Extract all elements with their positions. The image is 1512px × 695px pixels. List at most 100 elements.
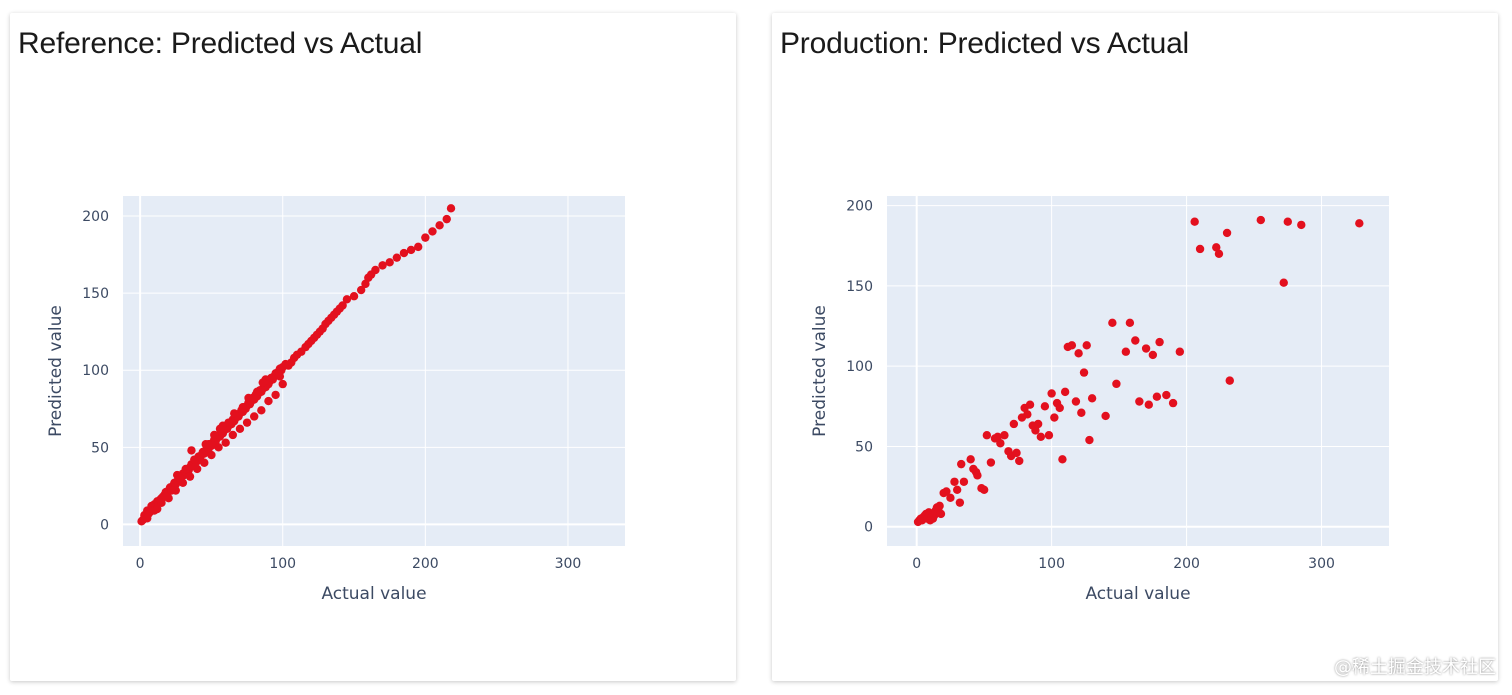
ref-data-point[interactable] xyxy=(250,412,259,421)
ref-data-point[interactable] xyxy=(181,464,190,474)
prod-data-point[interactable] xyxy=(1079,368,1089,377)
ref-data-point[interactable] xyxy=(264,396,273,406)
ref-data-point[interactable] xyxy=(187,446,196,455)
ref-data-point[interactable] xyxy=(275,372,285,381)
prod-data-point[interactable] xyxy=(1108,318,1117,328)
ref-data-point[interactable] xyxy=(421,233,430,242)
ref-data-point[interactable] xyxy=(428,227,437,236)
prod-data-point[interactable] xyxy=(1101,411,1110,421)
ref-data-point[interactable] xyxy=(210,430,219,440)
prod-data-point[interactable] xyxy=(936,509,946,519)
prod-data-point[interactable] xyxy=(1131,336,1140,345)
prod-data-point[interactable] xyxy=(1040,402,1050,411)
prod-data-point[interactable] xyxy=(1144,400,1153,409)
prod-data-point[interactable] xyxy=(1195,244,1205,254)
prod-data-point[interactable] xyxy=(996,439,1005,448)
prod-data-point[interactable] xyxy=(1087,394,1097,403)
prod-data-point[interactable] xyxy=(1279,278,1288,287)
ref-data-point[interactable] xyxy=(338,301,347,310)
ref-data-point[interactable] xyxy=(201,440,210,449)
prod-data-point[interactable] xyxy=(1047,389,1056,398)
ref-data-point[interactable] xyxy=(446,204,456,213)
prod-data-point[interactable] xyxy=(1112,379,1121,389)
prod-data-point[interactable] xyxy=(1222,228,1232,238)
ref-data-point[interactable] xyxy=(267,373,276,383)
ref-data-point[interactable] xyxy=(153,504,162,514)
prod-data-point[interactable] xyxy=(955,498,965,507)
ref-data-point[interactable] xyxy=(235,424,245,434)
prod-data-point[interactable] xyxy=(1058,455,1067,464)
ref-data-point[interactable] xyxy=(214,443,223,452)
ref-data-point[interactable] xyxy=(161,492,170,501)
prod-data-point[interactable] xyxy=(1148,350,1158,360)
ref-data-point[interactable] xyxy=(143,514,152,523)
ref-data-point[interactable] xyxy=(252,387,262,397)
prod-data-point[interactable] xyxy=(1125,318,1135,328)
prod-data-point[interactable] xyxy=(1190,217,1199,226)
prod-data-point[interactable] xyxy=(1060,387,1070,397)
ref-data-point[interactable] xyxy=(385,258,394,267)
prod-data-point[interactable] xyxy=(993,432,1002,442)
prod-data-point[interactable] xyxy=(1009,419,1019,429)
prod-data-point[interactable] xyxy=(1212,243,1221,252)
prod-data-point[interactable] xyxy=(982,431,992,440)
reference-scatter-plot[interactable]: 0 100 200 300 0 50 100 150 200 Actual value Predic… xyxy=(10,13,736,681)
ref-data-point[interactable] xyxy=(192,464,202,474)
prod-data-point[interactable] xyxy=(1175,347,1185,356)
prod-data-point[interactable] xyxy=(1225,376,1234,385)
ref-data-point[interactable] xyxy=(442,214,451,224)
ref-data-point[interactable] xyxy=(185,472,195,481)
prod-data-point[interactable] xyxy=(950,477,959,486)
prod-data-point[interactable] xyxy=(1036,432,1046,442)
ref-data-point[interactable] xyxy=(349,292,359,301)
ref-data-point[interactable] xyxy=(200,458,209,467)
ref-data-point[interactable] xyxy=(230,409,239,418)
ref-data-point[interactable] xyxy=(221,438,230,447)
prod-data-point[interactable] xyxy=(942,487,951,496)
prod-data-point[interactable] xyxy=(1256,215,1266,225)
prod-data-point[interactable] xyxy=(1077,408,1086,417)
prod-data-point[interactable] xyxy=(1141,344,1151,353)
ref-data-point[interactable] xyxy=(271,390,280,400)
prod-data-point[interactable] xyxy=(1015,456,1024,466)
prod-data-point[interactable] xyxy=(1085,435,1094,445)
prod-data-point[interactable] xyxy=(1082,341,1091,350)
ref-data-point[interactable] xyxy=(257,406,266,415)
ref-data-point[interactable] xyxy=(195,452,205,461)
ref-data-point[interactable] xyxy=(392,253,402,262)
ref-data-point[interactable] xyxy=(399,248,409,258)
prod-data-point[interactable] xyxy=(986,458,996,467)
ref-data-point[interactable] xyxy=(242,418,252,427)
ref-data-point[interactable] xyxy=(238,403,247,412)
prod-data-point[interactable] xyxy=(973,471,982,480)
prod-data-point[interactable] xyxy=(1355,219,1364,228)
prod-data-point[interactable] xyxy=(952,485,962,495)
ref-data-point[interactable] xyxy=(167,486,176,495)
prod-data-point[interactable] xyxy=(957,459,966,469)
prod-data-point[interactable] xyxy=(1168,398,1178,408)
ref-data-point[interactable] xyxy=(342,295,352,304)
prod-data-point[interactable] xyxy=(1297,220,1306,230)
prod-data-point[interactable] xyxy=(1067,341,1077,350)
prod-data-point[interactable] xyxy=(935,501,944,511)
ref-data-point[interactable] xyxy=(414,242,423,252)
ref-data-point[interactable] xyxy=(435,221,444,230)
prod-data-point[interactable] xyxy=(1044,431,1054,440)
prod-data-point[interactable] xyxy=(1012,448,1021,458)
prod-data-point[interactable] xyxy=(1152,392,1162,401)
prod-data-point[interactable] xyxy=(1155,337,1164,347)
ref-data-point[interactable] xyxy=(207,450,216,460)
prod-data-point[interactable] xyxy=(1033,419,1043,429)
ref-data-point[interactable] xyxy=(258,378,267,387)
ref-data-point[interactable] xyxy=(278,379,287,389)
ref-data-point[interactable] xyxy=(406,245,416,255)
production-scatter-plot[interactable]: 0 100 200 300 0 50 100 150 200 Actual value Predic… xyxy=(772,13,1498,681)
ref-data-point[interactable] xyxy=(371,265,380,275)
prod-data-point[interactable] xyxy=(1031,426,1040,435)
ref-data-point[interactable] xyxy=(215,424,225,434)
ref-data-point[interactable] xyxy=(157,498,166,508)
prod-data-point[interactable] xyxy=(966,455,975,464)
prod-data-point[interactable] xyxy=(1071,397,1081,406)
prod-data-point[interactable] xyxy=(1135,397,1144,406)
prod-data-point[interactable] xyxy=(1025,400,1035,409)
